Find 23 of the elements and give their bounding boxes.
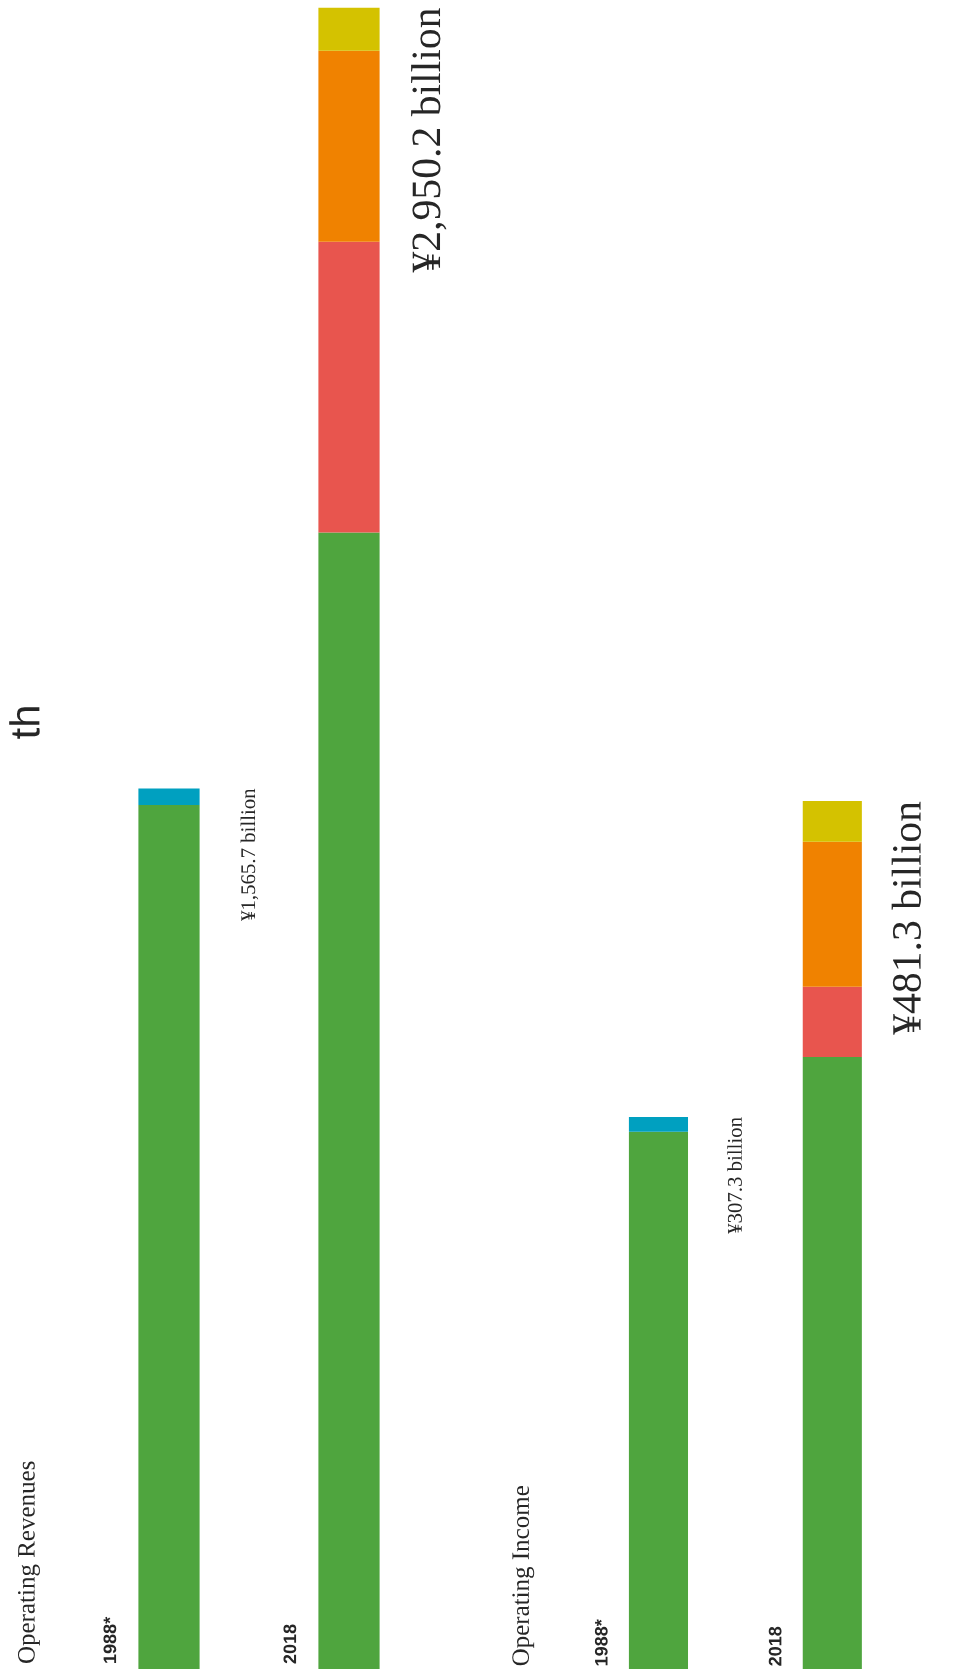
bar xyxy=(318,241,380,533)
text: ¥481.3 billion xyxy=(891,801,922,1035)
bar xyxy=(628,1116,689,1132)
x-tick-label: 2018 xyxy=(283,1624,297,1664)
x-tick-label: 2018 xyxy=(768,1626,782,1666)
text: Operating Revenues xyxy=(17,1461,40,1663)
bar xyxy=(318,7,380,51)
bar xyxy=(802,986,862,1058)
x-tick-label: 1988* xyxy=(594,1619,608,1666)
bar xyxy=(802,841,862,987)
bar xyxy=(802,801,862,842)
bar xyxy=(318,532,380,1669)
bar xyxy=(628,1131,689,1669)
annotation: th xyxy=(9,707,40,739)
bar xyxy=(138,788,200,806)
text: Operating Income xyxy=(512,1486,535,1666)
x-tick-label: 1988* xyxy=(103,1616,117,1663)
annotation: ¥307.3 billion xyxy=(727,1117,742,1234)
bar xyxy=(802,1057,862,1669)
text: ¥2,950.2 billion xyxy=(411,8,447,273)
annotation: ¥1,565.7 billion xyxy=(240,788,259,921)
bar xyxy=(318,50,380,242)
bar xyxy=(138,805,200,1669)
